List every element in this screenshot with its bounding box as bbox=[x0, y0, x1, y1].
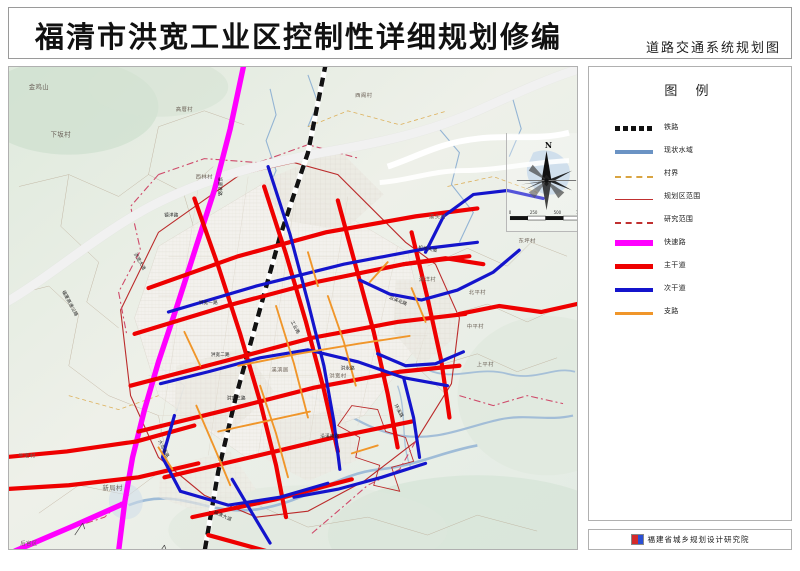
legend-item-label: 研究范围 bbox=[664, 214, 694, 223]
planbnd-swatch-icon bbox=[615, 198, 653, 201]
credit-bar: 福建省城乡规划设计研究院 bbox=[588, 529, 792, 550]
institute-name: 福建省城乡规划设计研究院 bbox=[647, 535, 750, 544]
map-place-label: 上平村 bbox=[477, 360, 495, 368]
legend-list: 铁路现状水域村界规划区范围研究范围快速路主干道次干道支路 bbox=[615, 115, 791, 322]
legend-item-arterial: 主干道 bbox=[615, 253, 791, 276]
arterial-swatch-icon bbox=[615, 264, 653, 269]
map-road-label: 洪永路 bbox=[341, 365, 356, 372]
page-subtitle: 道路交通系统规划图 bbox=[645, 41, 781, 56]
legend-item-water: 现状水域 bbox=[615, 138, 791, 161]
legend-item-label: 铁路 bbox=[664, 122, 679, 131]
map-place-label: 洪宽村 bbox=[329, 372, 347, 380]
map-road-label: 洪宽一路 bbox=[199, 299, 218, 306]
legend-item-study: 研究范围 bbox=[615, 207, 791, 230]
map-place-label: 中平村 bbox=[467, 322, 485, 330]
scale-tick-1: 250 bbox=[530, 210, 538, 215]
map-panel[interactable]: 福厦高速公路 洪宽大道 镜洋路 福厦铁路 洪宽一路 洪宽二路 洪宽三路 工业路 洪永路 沿溪南路大… bbox=[8, 66, 578, 550]
rail-swatch-icon bbox=[615, 126, 653, 131]
legend-item-rail: 铁路 bbox=[615, 115, 791, 138]
map-place-label: 牛宅村 bbox=[18, 451, 36, 459]
map-place-label: 西阁村 bbox=[355, 91, 373, 99]
map-place-label: 北平村 bbox=[469, 288, 487, 296]
legend-item-label: 现状水域 bbox=[664, 145, 694, 154]
title-bar: 福清市洪宽工业区控制性详细规划修编 道路交通系统规划图 bbox=[8, 7, 792, 59]
institute-logo-icon bbox=[630, 534, 644, 545]
map-place-label: 湖洋村 bbox=[419, 275, 437, 283]
legend-title: 图 例 bbox=[664, 84, 716, 99]
map-place-label: 西林村 bbox=[196, 173, 214, 181]
study-swatch-icon bbox=[615, 221, 653, 224]
legend-item-secondary: 次干道 bbox=[615, 276, 791, 299]
branch-swatch-icon bbox=[615, 312, 653, 315]
compass-north-label: N bbox=[545, 141, 552, 150]
map-place-label: 金鸡山 bbox=[29, 82, 49, 91]
map-place-label: 新局村 bbox=[102, 483, 123, 492]
page-title: 福清市洪宽工业区控制性详细规划修编 bbox=[35, 20, 563, 54]
map-place-label: 溪头村 bbox=[429, 212, 447, 220]
scale-tick-3: 1000 bbox=[576, 210, 578, 215]
map-place-label: 溪滨居 bbox=[271, 366, 289, 374]
legend-item-label: 主干道 bbox=[664, 260, 686, 269]
secondary-swatch-icon bbox=[615, 287, 653, 292]
map-road-label: 洪宽三路 bbox=[227, 395, 246, 402]
legend-item-label: 次干道 bbox=[664, 283, 686, 292]
scale-tick-0: 0 bbox=[509, 210, 512, 215]
legend-item-label: 村界 bbox=[664, 168, 679, 177]
map-road-label: 福厦铁路 bbox=[216, 177, 223, 196]
map-place-label: 高厝村 bbox=[176, 105, 194, 113]
villbnd-swatch-icon bbox=[615, 175, 653, 178]
map-place-label: 后官区 bbox=[20, 539, 38, 547]
legend-item-label: 支路 bbox=[664, 306, 679, 315]
map-place-label: 东坪村 bbox=[519, 236, 537, 244]
map-road-label: 镜洋路 bbox=[164, 211, 179, 218]
map-place-label: 下坂村 bbox=[51, 130, 72, 139]
legend-item-label: 规划区范围 bbox=[664, 191, 701, 200]
legend-item-express: 快速路 bbox=[615, 230, 791, 253]
map-canvas[interactable]: 福厦高速公路洪宽大道镜洋路福厦铁路洪宽一路洪宽二路洪宽三路工业路洪永路沿溪南路大… bbox=[9, 67, 577, 549]
scale-tick-2: 500 bbox=[554, 210, 562, 215]
legend-item-villbnd: 村界 bbox=[615, 161, 791, 184]
map-road-label: 洪宽二路 bbox=[211, 351, 230, 358]
water-swatch-icon bbox=[615, 149, 653, 154]
map-road-label: 沿溪南路 bbox=[320, 432, 339, 439]
express-swatch-icon bbox=[615, 239, 653, 246]
legend-item-branch: 支路 bbox=[615, 299, 791, 322]
legend-item-planbnd: 规划区范围 bbox=[615, 184, 791, 207]
compass-scalebar-box: N 0 250 500 1000 bbox=[506, 133, 578, 232]
map-road-label: 机场大道 bbox=[418, 244, 438, 254]
legend-item-label: 快速路 bbox=[664, 237, 686, 246]
legend-panel: 图 例 铁路现状水域村界规划区范围研究范围快速路主干道次干道支路 bbox=[588, 66, 792, 521]
